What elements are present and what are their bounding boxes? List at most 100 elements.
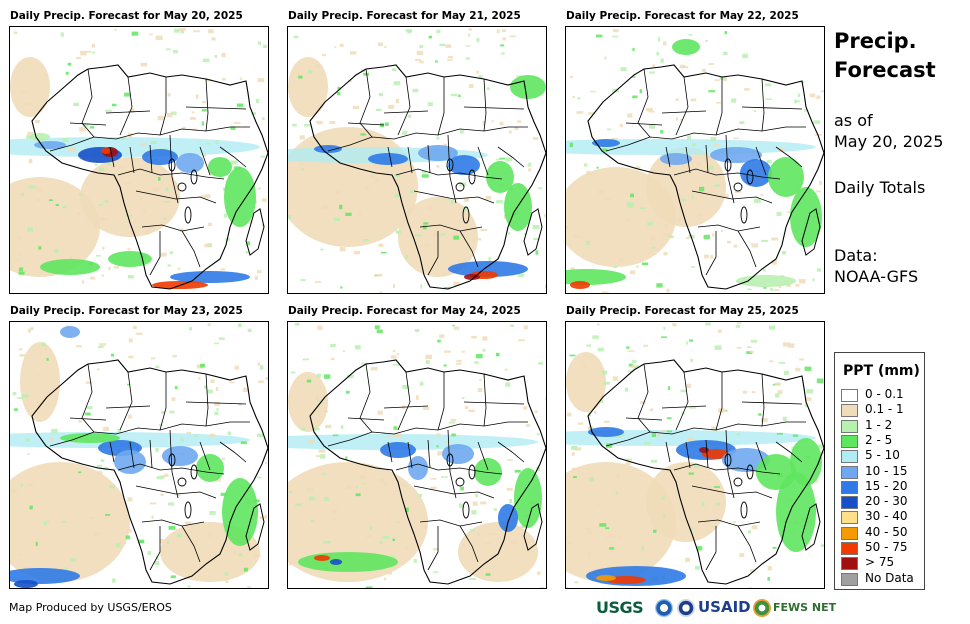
rain-pixel: [64, 567, 68, 572]
rain-pixel: [135, 332, 143, 335]
rain-pixel: [81, 280, 84, 284]
rain-pixel: [93, 223, 97, 229]
rain-pixel: [698, 213, 703, 218]
rain-pixel: [770, 288, 773, 291]
madagascar-outline: [523, 503, 543, 551]
rain-pixel: [201, 109, 207, 112]
rain-pixel: [209, 511, 216, 515]
rain-pixel: [322, 53, 326, 57]
rain-pixel: [335, 189, 342, 194]
rain-pixel: [582, 254, 585, 257]
rain-pixel: [302, 358, 309, 361]
panel-title: Daily Precip. Forecast for May 22, 2025: [566, 10, 799, 22]
light-rain-area: [80, 157, 180, 237]
rain-pixel: [692, 143, 697, 147]
rain-pixel: [765, 98, 772, 100]
rain-pixel: [809, 93, 816, 98]
africa-map: [288, 28, 546, 293]
lake-outline: [190, 169, 198, 185]
rain-pixel: [20, 91, 28, 94]
rain-pixel: [451, 433, 456, 437]
rain-pixel: [239, 77, 243, 80]
rain-pixel: [68, 147, 76, 152]
rain-pixel: [27, 131, 34, 136]
rain-pixel: [427, 206, 432, 211]
rain-pixel: [209, 433, 216, 437]
rain-pixel: [500, 44, 505, 47]
rain-pixel: [636, 265, 639, 268]
rain-pixel: [84, 50, 91, 53]
rain-pixel: [649, 124, 656, 129]
rain-pixel: [572, 468, 575, 471]
rain-pixel: [98, 203, 103, 206]
rain-pixel: [288, 561, 293, 566]
legend-label: 2 - 5: [865, 432, 893, 447]
lake-outline: [733, 182, 743, 192]
country-border: [149, 231, 161, 276]
rain-pixel: [649, 71, 655, 74]
rain-pixel: [191, 111, 195, 114]
rain-pixel: [658, 37, 661, 42]
rain-pixel: [685, 236, 690, 239]
rain-pixel: [713, 143, 720, 147]
rain-cell: [768, 157, 804, 197]
rain-pixel: [378, 92, 384, 97]
rain-pixel: [496, 158, 502, 161]
rain-pixel: [525, 424, 531, 427]
rain-pixel: [99, 167, 105, 172]
rain-pixel: [375, 178, 379, 182]
rain-pixel: [746, 351, 753, 354]
rain-pixel: [260, 155, 265, 158]
rain-pixel: [445, 44, 452, 48]
rain-pixel: [125, 215, 133, 217]
rain-pixel: [609, 534, 616, 538]
africa-map: [288, 322, 546, 588]
rain-pixel: [363, 239, 369, 242]
rain-pixel: [167, 540, 170, 544]
rain-pixel: [707, 486, 713, 490]
rain-pixel: [786, 283, 791, 287]
rain-pixel: [400, 482, 408, 487]
rain-pixel: [60, 32, 64, 37]
rain-pixel: [300, 279, 306, 282]
rain-pixel: [766, 159, 772, 164]
rain-pixel: [257, 433, 264, 438]
rain-pixel: [201, 121, 204, 126]
rain-pixel: [233, 551, 238, 555]
rain-pixel: [194, 434, 198, 438]
rain-pixel: [505, 382, 511, 387]
rain-pixel: [689, 339, 694, 342]
country-border: [347, 106, 525, 126]
rain-pixel: [255, 98, 260, 103]
rain-pixel: [167, 264, 171, 267]
rain-pixel: [214, 55, 218, 58]
rain-pixel: [394, 173, 401, 177]
country-border: [347, 401, 525, 421]
rain-pixel: [28, 158, 33, 164]
light-rain-area: [288, 372, 328, 432]
legend-label: 30 - 40: [865, 509, 908, 524]
rain-pixel: [606, 535, 610, 538]
rain-pixel: [778, 286, 782, 289]
rain-pixel: [82, 123, 89, 127]
lake-outline: [468, 464, 476, 480]
rain-pixel: [507, 459, 513, 461]
rain-pixel: [609, 547, 615, 550]
rain-pixel: [393, 426, 398, 430]
rain-pixel: [161, 411, 165, 414]
rain-pixel: [150, 357, 156, 360]
rain-pixel: [480, 501, 487, 505]
rain-pixel: [443, 286, 451, 289]
country-border: [419, 519, 483, 527]
rain-pixel: [100, 217, 108, 221]
rain-pixel: [309, 496, 315, 501]
rain-pixel: [425, 360, 430, 364]
panel-title: Daily Precip. Forecast for May 23, 2025: [10, 305, 243, 317]
rain-pixel: [677, 217, 682, 222]
rain-pixel: [458, 503, 463, 508]
rain-pixel: [35, 541, 38, 546]
legend-swatch: [841, 389, 858, 402]
rain-pixel: [479, 378, 482, 381]
rain-pixel: [306, 487, 314, 492]
country-border: [49, 421, 250, 447]
